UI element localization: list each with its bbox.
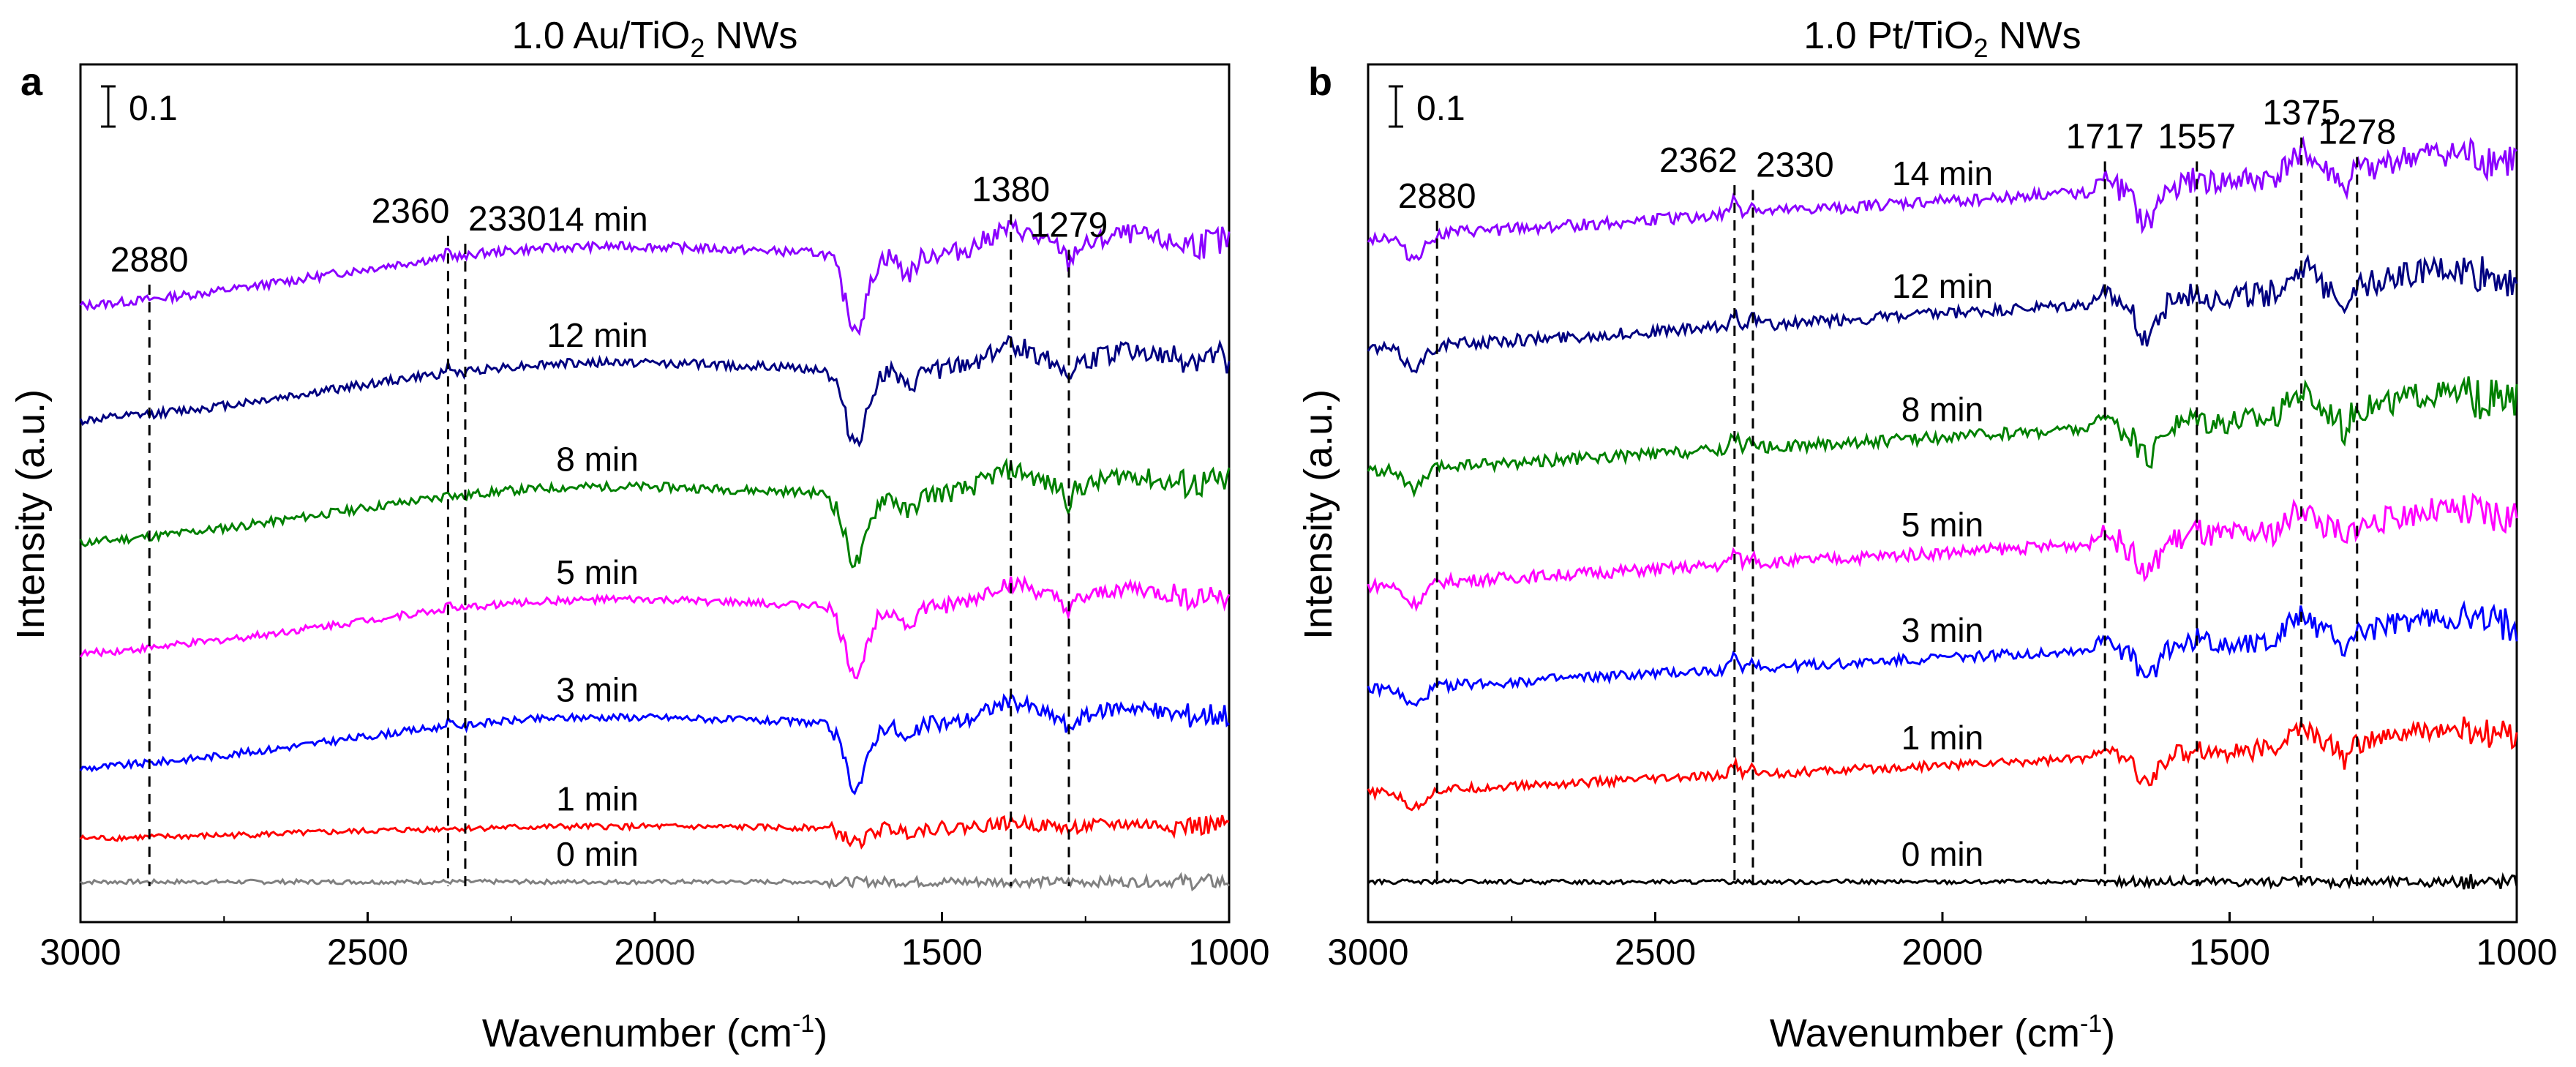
panel-b-series-label: 12 min — [1892, 267, 1993, 305]
panel-a-ylabel: Intensity (a.u.) — [9, 389, 53, 640]
panel-b: 1.0 Pt/TiO2 NWs b Intensity (a.u.) Waven… — [1296, 15, 2558, 1055]
panel-a-series-5-min — [79, 574, 1231, 680]
panel-a-xtick-label: 2500 — [327, 932, 408, 973]
panel-a-series-14-min — [79, 218, 1231, 337]
panel-a: 1.0 Au/TiO2 NWs a Intensity (a.u.) Waven… — [9, 15, 1270, 1055]
panel-b-annotation-label: 2362 — [1659, 141, 1738, 180]
panel-a-annotation-label: 2880 — [110, 241, 189, 280]
panel-b-annotation-label: 2330 — [1756, 146, 1834, 185]
panel-b-annotation-label: 1278 — [2318, 113, 2396, 152]
panel-b-series-14-min — [1367, 135, 2517, 262]
panel-a-series-label: 5 min — [556, 553, 638, 591]
panel-b-xtick-label: 2000 — [1901, 932, 1983, 973]
panel-a-series-label: 14 min — [547, 200, 647, 238]
panel-b-letter: b — [1308, 60, 1332, 104]
panel-b-series-0-min — [1367, 872, 2518, 891]
panel-b-scale-label: 0.1 — [1416, 89, 1465, 128]
panel-b-series-label: 14 min — [1892, 154, 1993, 192]
panel-a-xtick-label: 1000 — [1188, 932, 1269, 973]
panel-b-series-12-min — [1367, 253, 2518, 374]
panel-a-series-3-min — [79, 692, 1230, 795]
panel-b-series-label: 3 min — [1901, 611, 1983, 649]
panel-a-scale-label: 0.1 — [129, 89, 178, 128]
panel-b-title: 1.0 Pt/TiO2 NWs — [1803, 15, 2081, 63]
panel-a-title: 1.0 Au/TiO2 NWs — [512, 15, 798, 63]
panel-b-series-label: 1 min — [1901, 719, 1983, 757]
panel-a-series-label: 0 min — [556, 835, 638, 873]
panel-a-xtick-label: 1500 — [901, 932, 983, 973]
panel-b-series-5-min — [1367, 493, 2518, 613]
panel-a-series-12-min — [79, 334, 1231, 448]
panel-a-series-8-min — [79, 457, 1231, 569]
panel-b-xtick-label: 2500 — [1615, 932, 1696, 973]
panel-b-series-label: 0 min — [1901, 835, 1983, 873]
panel-a-xtick-label: 2000 — [614, 932, 695, 973]
panel-a-annotation-label: 1380 — [972, 171, 1050, 209]
panel-b-annotation-label: 1375 — [2262, 94, 2340, 132]
panel-a-letter: a — [20, 60, 43, 104]
panel-a-series-0-min — [80, 872, 1231, 892]
panel-a-series-label: 8 min — [556, 440, 638, 478]
panel-b-series-3-min — [1367, 600, 2518, 708]
panel-b-series-8-min — [1367, 376, 2518, 498]
panel-b-series-1-min — [1367, 716, 2518, 812]
panel-a-xtick-label: 3000 — [40, 932, 121, 973]
panel-a-annotation-label: 1279 — [1030, 206, 1108, 244]
panel-b-xtick-label: 1500 — [2189, 932, 2270, 973]
panel-a-series-1-min — [79, 813, 1230, 850]
panel-b-xlabel: Wavenumber (cm-1) — [1770, 1010, 2115, 1055]
panel-b-xtick-label: 3000 — [1327, 932, 1408, 973]
panel-a-series-label: 12 min — [547, 316, 647, 354]
panel-a-series-label: 1 min — [556, 780, 638, 818]
panel-b-annotation-label: 1557 — [2158, 117, 2236, 156]
panel-b-ylabel: Intensity (a.u.) — [1296, 389, 1340, 640]
panel-a-series-label: 3 min — [556, 670, 638, 708]
panel-a-annotation-label: 2360 — [372, 192, 450, 231]
panel-b-series-label: 5 min — [1901, 506, 1983, 544]
panel-b-annotation-label: 2880 — [1398, 177, 1476, 216]
panel-b-series-label: 8 min — [1901, 390, 1983, 428]
panel-a-xlabel: Wavenumber (cm-1) — [482, 1010, 827, 1055]
panel-b-xtick-label: 1000 — [2476, 932, 2557, 973]
panel-a-annotation-label: 2330 — [468, 200, 547, 239]
panel-b-annotation-label: 1717 — [2066, 117, 2144, 156]
